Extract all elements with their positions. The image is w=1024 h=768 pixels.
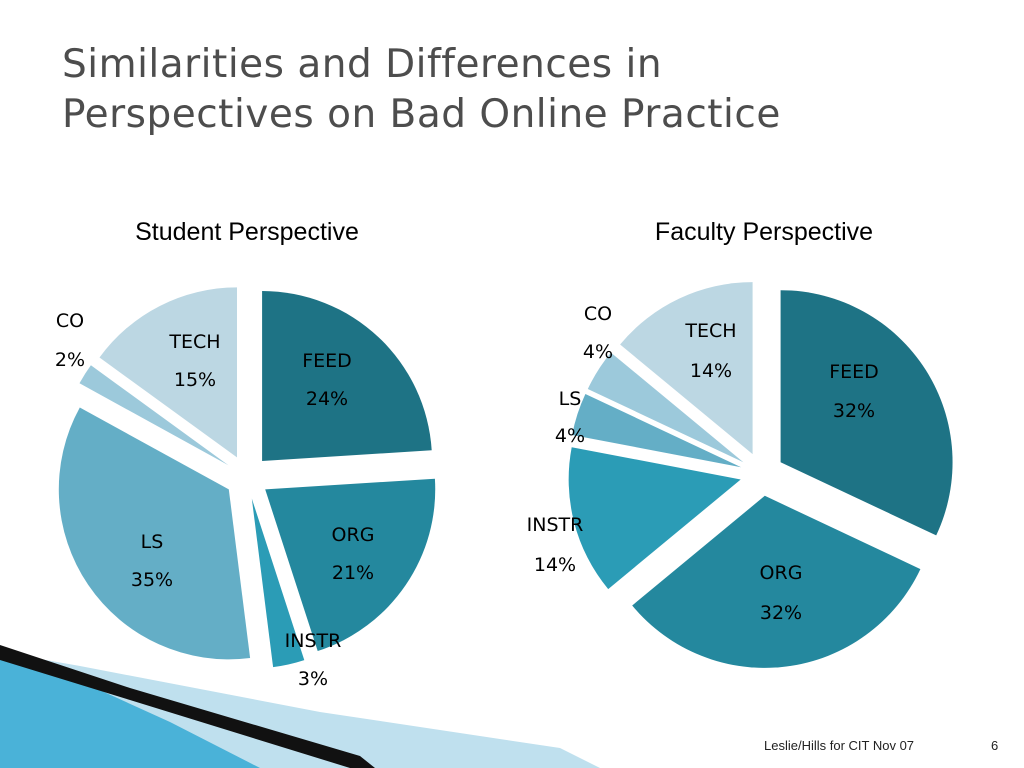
faculty-label-tech: TECH	[684, 320, 736, 342]
faculty-value-tech: 14%	[690, 360, 732, 382]
student-label-ls: LS	[141, 531, 164, 553]
footer-credit: Leslie/Hills for CIT Nov 07	[764, 738, 915, 753]
faculty-label-ls: LS	[559, 388, 582, 410]
student-label-instr: INSTR	[285, 630, 342, 652]
faculty-slice-instr	[568, 447, 741, 590]
student-slice-instr	[251, 498, 305, 668]
faculty-chart-title: Faculty Perspective	[655, 218, 873, 246]
decor-dark-stripe	[0, 645, 375, 768]
faculty-value-co: 4%	[583, 341, 613, 363]
student-label-org: ORG	[332, 524, 375, 546]
faculty-slice-feed	[780, 290, 953, 536]
student-value-ls: 35%	[131, 569, 173, 591]
slide-title-line-1: Similarities and Differences in	[62, 42, 663, 87]
student-value-instr: 3%	[298, 668, 328, 690]
student-value-feed: 24%	[306, 388, 348, 410]
faculty-value-feed: 32%	[833, 400, 875, 422]
faculty-slice-ls	[572, 394, 742, 468]
faculty-label-co: CO	[584, 303, 612, 325]
faculty-label-instr: INSTR	[527, 514, 584, 536]
student-value-tech: 15%	[174, 369, 216, 391]
page-number: 6	[991, 738, 999, 753]
student-label-tech: TECH	[168, 331, 220, 353]
faculty-label-org: ORG	[760, 562, 803, 584]
faculty-slice-tech	[620, 282, 753, 455]
student-pie-chart: Student Perspective FEED 24% ORG 21% INSTR 3%…	[55, 218, 436, 690]
student-slice-org	[265, 478, 436, 651]
faculty-value-org: 32%	[760, 602, 802, 624]
student-value-co: 2%	[55, 349, 85, 371]
faculty-slice-org	[632, 495, 921, 668]
student-value-org: 21%	[332, 562, 374, 584]
student-slice-tech	[99, 287, 237, 458]
faculty-label-feed: FEED	[829, 361, 879, 383]
student-slice-co	[79, 365, 229, 466]
student-chart-title: Student Perspective	[135, 218, 359, 246]
faculty-slice-co	[587, 352, 744, 463]
student-label-co: CO	[56, 310, 84, 332]
student-label-feed: FEED	[302, 350, 352, 372]
student-slice-ls	[58, 407, 251, 660]
corner-decoration	[0, 645, 600, 768]
faculty-value-instr: 14%	[534, 554, 576, 576]
slide-title-line-2: Perspectives on Bad Online Practice	[62, 92, 781, 137]
student-slice-feed	[262, 291, 432, 461]
slide-title: Similarities and Differences in Perspect…	[62, 40, 942, 140]
faculty-pie-chart: Faculty Perspective FEED 32% ORG 32% INSTR 14…	[527, 218, 953, 668]
faculty-value-ls: 4%	[555, 425, 585, 447]
